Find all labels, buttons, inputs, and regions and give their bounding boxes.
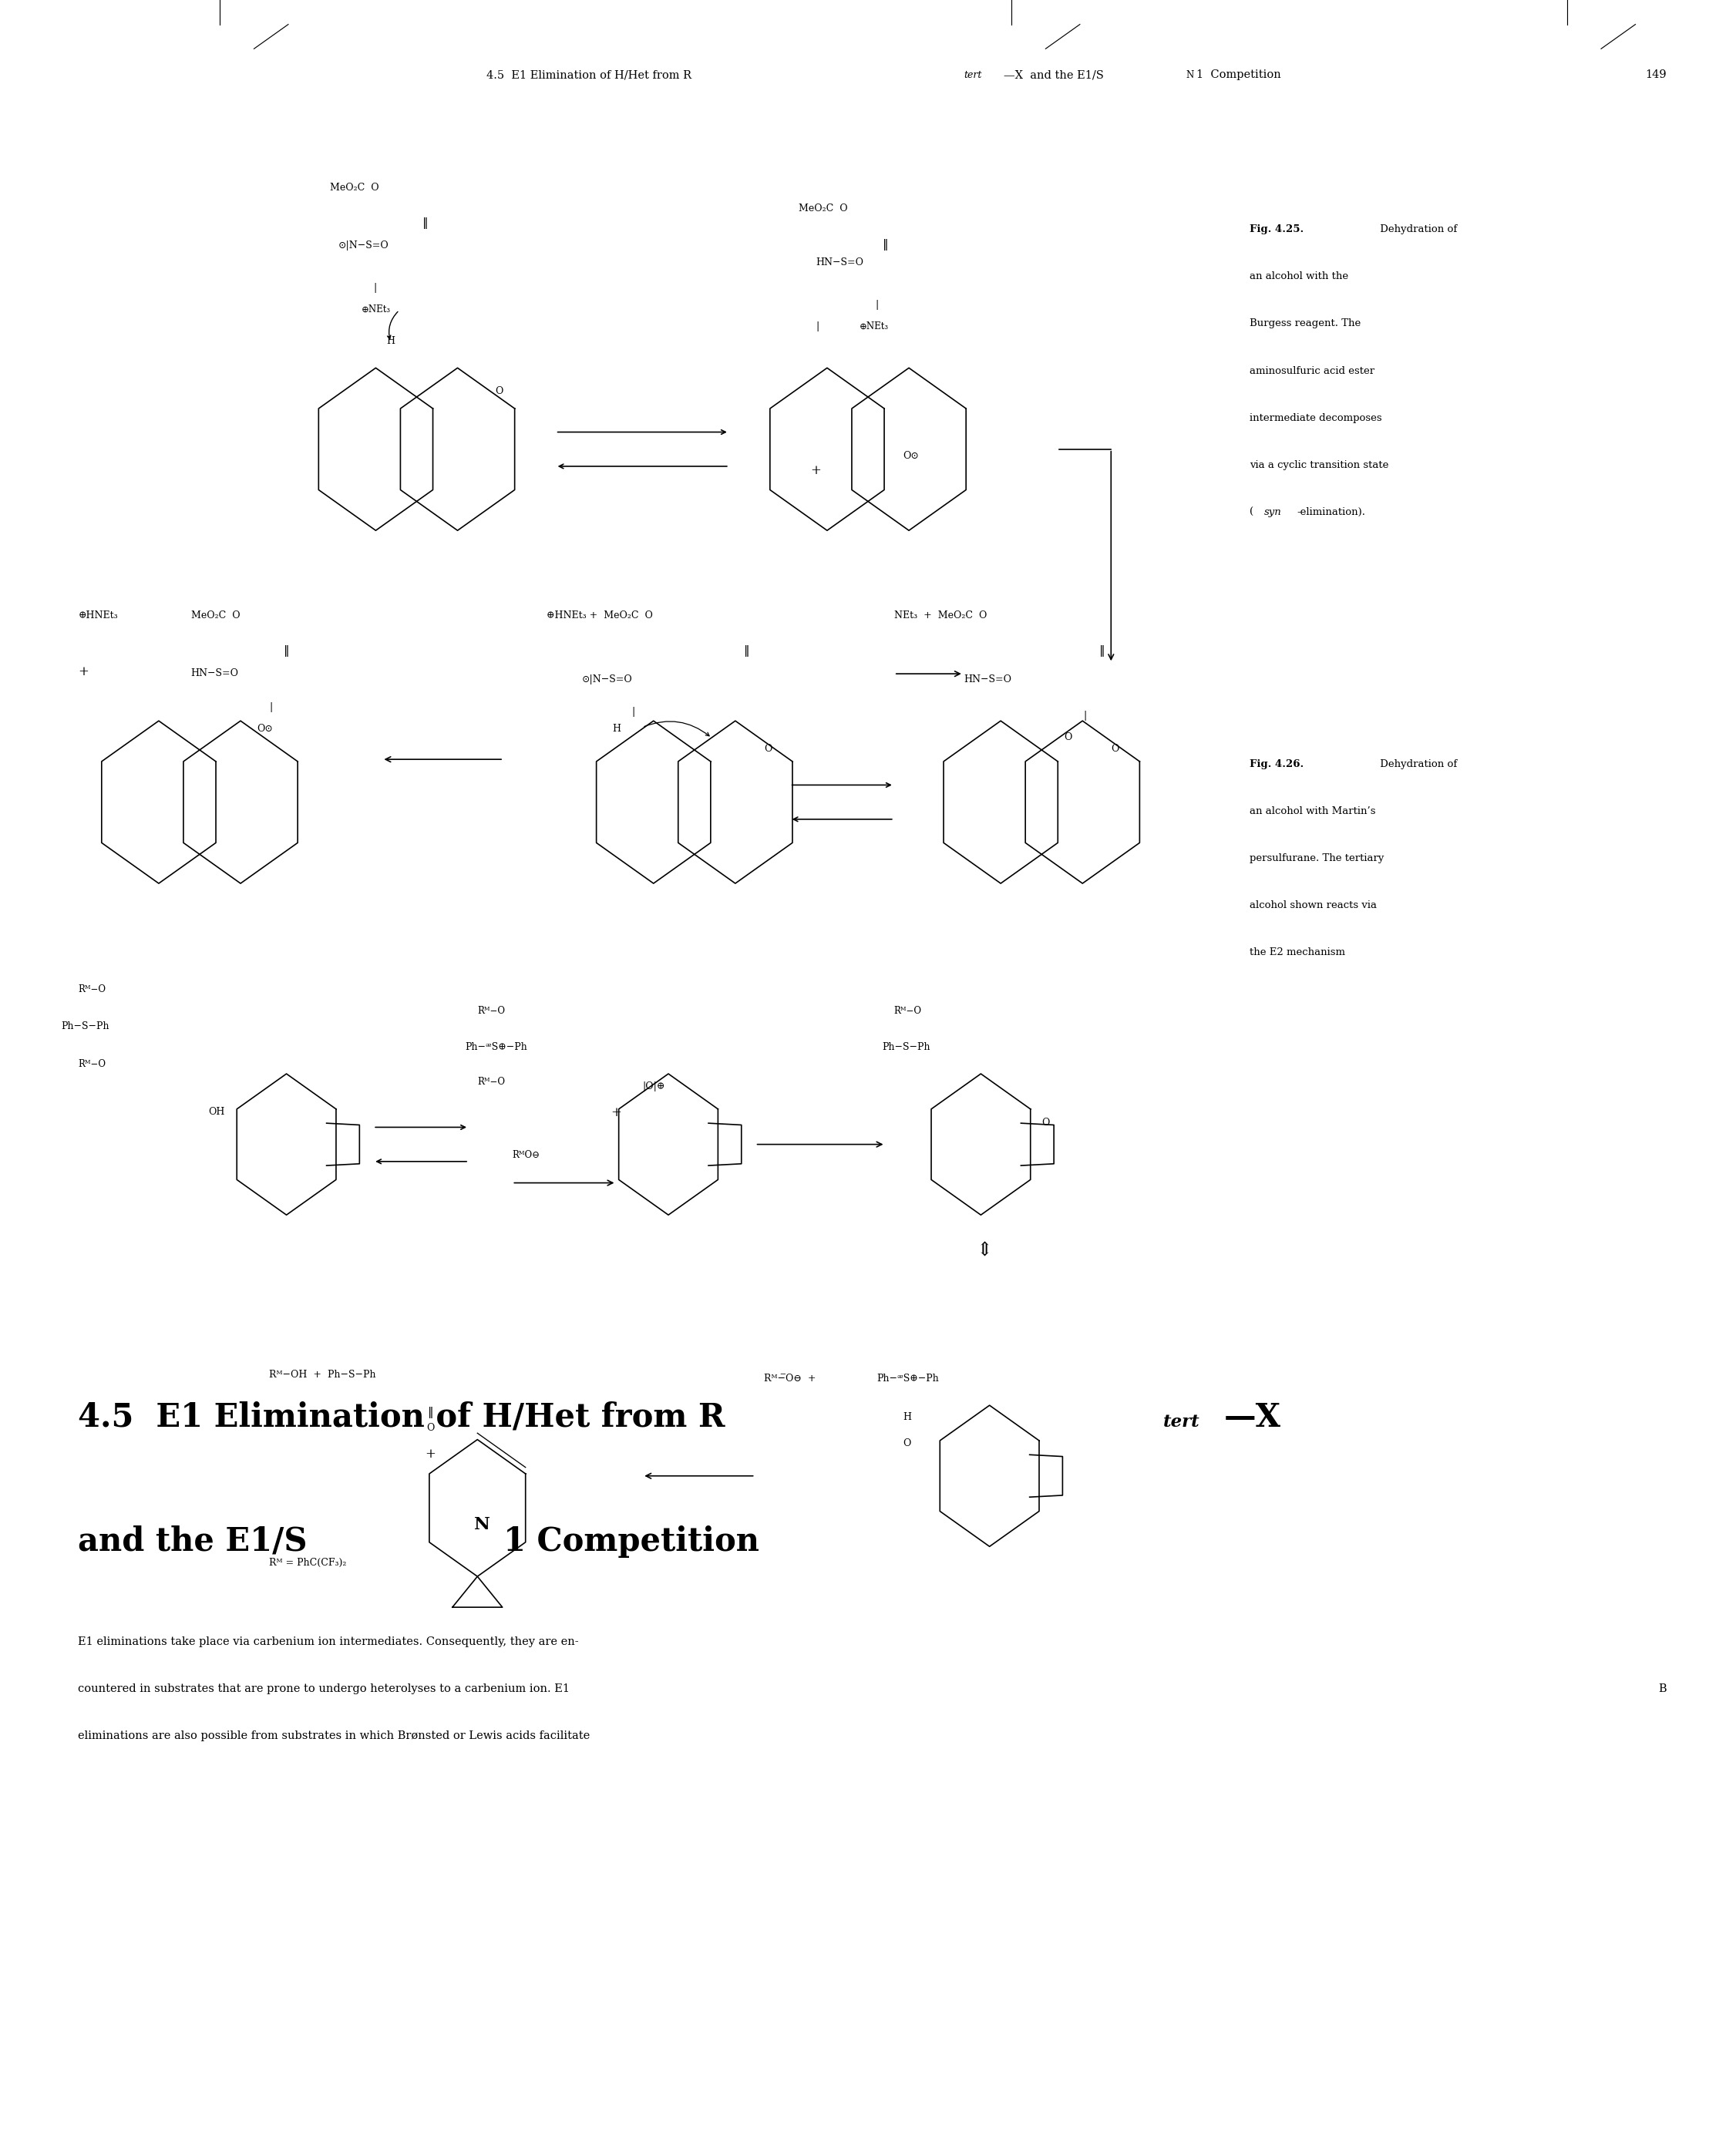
Text: eliminations are also possible from substrates in which Brønsted or Lewis acids : eliminations are also possible from subs… xyxy=(78,1730,590,1741)
Text: Ph−S−Ph: Ph−S−Ph xyxy=(882,1042,930,1052)
Text: ‖: ‖ xyxy=(427,1407,434,1418)
Text: O: O xyxy=(1064,732,1071,742)
Text: ‖: ‖ xyxy=(283,646,290,657)
Text: N: N xyxy=(1186,71,1194,81)
Text: H: H xyxy=(903,1412,911,1422)
Text: H: H xyxy=(613,723,620,734)
Text: 4.5  E1 Elimination of H/Het from R: 4.5 E1 Elimination of H/Het from R xyxy=(78,1401,726,1433)
Text: aminosulfuric acid ester: aminosulfuric acid ester xyxy=(1250,366,1375,376)
Text: ⇕: ⇕ xyxy=(976,1243,993,1260)
Text: via a cyclic transition state: via a cyclic transition state xyxy=(1250,460,1389,471)
Text: |: | xyxy=(373,282,377,293)
Text: 1  Competition: 1 Competition xyxy=(1196,71,1281,81)
Text: RᴹO⊖: RᴹO⊖ xyxy=(512,1151,540,1159)
Text: O: O xyxy=(764,744,773,753)
Text: ‖: ‖ xyxy=(882,240,889,250)
Text: O⊙: O⊙ xyxy=(903,451,918,460)
Text: O⊙: O⊙ xyxy=(257,723,273,734)
Text: alcohol shown reacts via: alcohol shown reacts via xyxy=(1250,901,1377,911)
Text: ‖: ‖ xyxy=(1099,646,1106,657)
Text: countered in substrates that are prone to undergo heterolyses to a carbenium ion: countered in substrates that are prone t… xyxy=(78,1683,569,1694)
Text: persulfurane. The tertiary: persulfurane. The tertiary xyxy=(1250,853,1384,864)
Text: |: | xyxy=(875,299,878,310)
Text: E1 eliminations take place via carbenium ion intermediates. Consequently, they a: E1 eliminations take place via carbenium… xyxy=(78,1636,578,1647)
Text: O: O xyxy=(1042,1119,1050,1127)
Text: Rᴹ−O: Rᴹ−O xyxy=(477,1076,505,1087)
Text: O: O xyxy=(427,1422,434,1433)
Text: Rᴹ−O: Rᴹ−O xyxy=(78,1059,106,1070)
Text: ‖: ‖ xyxy=(743,646,750,657)
Text: an alcohol with the: an alcohol with the xyxy=(1250,272,1349,282)
Text: Rᴹ−O: Rᴹ−O xyxy=(894,1005,922,1016)
Text: +: + xyxy=(611,1106,621,1119)
Text: tert: tert xyxy=(1163,1414,1200,1431)
Text: —X: —X xyxy=(1224,1401,1281,1433)
Text: tert: tert xyxy=(963,71,981,81)
Text: +: + xyxy=(78,665,89,678)
Text: Fig. 4.25.: Fig. 4.25. xyxy=(1250,225,1304,235)
Text: |: | xyxy=(816,321,819,332)
Text: intermediate decomposes: intermediate decomposes xyxy=(1250,413,1382,424)
Text: O: O xyxy=(1111,744,1120,753)
Text: Dehydration of: Dehydration of xyxy=(1377,225,1457,235)
Text: |: | xyxy=(632,706,635,717)
Text: syn: syn xyxy=(1264,507,1281,518)
Text: Ph−S−Ph: Ph−S−Ph xyxy=(61,1020,109,1031)
Text: MeO₂C  O: MeO₂C O xyxy=(799,203,847,214)
Text: HN−S=O: HN−S=O xyxy=(816,257,865,267)
Text: Ph−ᵆS⊕−Ph: Ph−ᵆS⊕−Ph xyxy=(877,1373,939,1384)
Text: |O|⊕: |O|⊕ xyxy=(642,1082,665,1091)
Text: Rᴹ−O: Rᴹ−O xyxy=(78,984,106,995)
Text: ‖: ‖ xyxy=(422,218,429,229)
Text: Ph−ᵆS⊕−Ph: Ph−ᵆS⊕−Ph xyxy=(465,1042,528,1052)
Text: H: H xyxy=(387,336,394,347)
Text: ⊕HNEt₃: ⊕HNEt₃ xyxy=(78,610,118,620)
Text: HN−S=O: HN−S=O xyxy=(963,674,1012,684)
Text: N: N xyxy=(474,1517,490,1534)
Text: Rᴹ−O: Rᴹ−O xyxy=(477,1005,505,1016)
Text: HN−S=O: HN−S=O xyxy=(191,667,240,678)
Text: OH: OH xyxy=(208,1108,224,1117)
Text: 1 Competition: 1 Competition xyxy=(503,1525,759,1557)
Text: Rᴹ−̅O⊖  +: Rᴹ−̅O⊖ + xyxy=(764,1373,816,1384)
Text: 149: 149 xyxy=(1646,71,1667,81)
Text: Dehydration of: Dehydration of xyxy=(1377,759,1457,770)
Text: 4.5  E1 Elimination of H/Het from R: 4.5 E1 Elimination of H/Het from R xyxy=(486,71,691,81)
Text: Fig. 4.26.: Fig. 4.26. xyxy=(1250,759,1304,770)
Text: the E2 mechanism: the E2 mechanism xyxy=(1250,948,1345,958)
Text: ⊕HNEt₃ +  MeO₂C  O: ⊕HNEt₃ + MeO₂C O xyxy=(547,610,653,620)
Text: (: ( xyxy=(1250,507,1253,518)
Text: O: O xyxy=(495,387,503,396)
Text: ⊙|N−S=O: ⊙|N−S=O xyxy=(582,674,632,684)
Text: MeO₂C  O: MeO₂C O xyxy=(330,182,378,193)
Text: +: + xyxy=(425,1448,436,1461)
Text: an alcohol with Martin’s: an alcohol with Martin’s xyxy=(1250,806,1377,817)
Text: and the E1/S: and the E1/S xyxy=(78,1525,307,1557)
Text: ⊕NEt₃: ⊕NEt₃ xyxy=(859,321,889,332)
Text: Rᴹ = PhC(CF₃)₂: Rᴹ = PhC(CF₃)₂ xyxy=(269,1557,347,1568)
Text: |: | xyxy=(269,702,273,712)
Text: ⊙|N−S=O: ⊙|N−S=O xyxy=(339,240,389,250)
Text: —X  and the E1/S: —X and the E1/S xyxy=(1003,71,1104,81)
Text: O: O xyxy=(903,1437,911,1448)
Text: Burgess reagent. The: Burgess reagent. The xyxy=(1250,319,1361,329)
Text: NEt₃  +  MeO₂C  O: NEt₃ + MeO₂C O xyxy=(894,610,986,620)
Text: -elimination).: -elimination). xyxy=(1297,507,1366,518)
Text: Rᴹ−OH  +  Ph−S−Ph: Rᴹ−OH + Ph−S−Ph xyxy=(269,1369,377,1380)
Text: +: + xyxy=(811,464,821,477)
Text: ⊕NEt₃: ⊕NEt₃ xyxy=(361,304,391,314)
Text: B: B xyxy=(1658,1683,1667,1694)
Text: |: | xyxy=(1083,710,1087,721)
Text: MeO₂C  O: MeO₂C O xyxy=(191,610,240,620)
